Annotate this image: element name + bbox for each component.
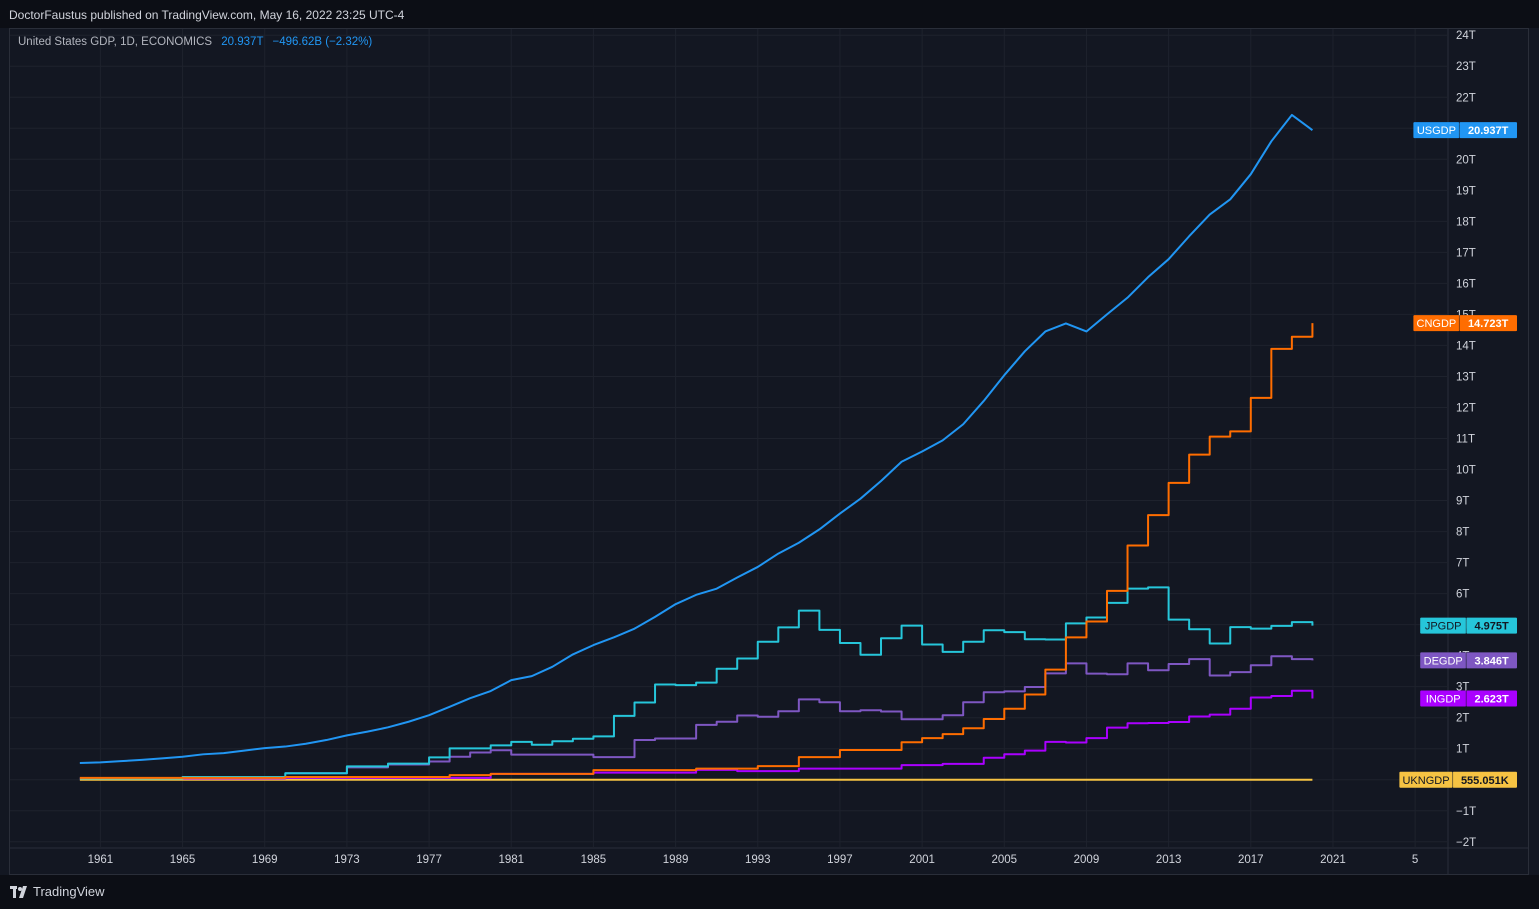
series-line-usgdp: [79, 113, 1314, 764]
footer-bar: TradingView: [0, 875, 1539, 909]
series-layer: [79, 113, 1314, 781]
x-tick-label: 1969: [252, 854, 278, 866]
series-line-jpgdp: [79, 586, 1314, 780]
x-axis: 1961 1965 1969 1973 1977 1981 1985 1989 1993 1997…: [88, 854, 1419, 866]
top-bar: DoctorFaustus published on TradingView.c…: [0, 0, 1539, 28]
series-name-text: DEGDP: [1424, 655, 1463, 667]
y-tick-label: 18T: [1456, 216, 1476, 228]
chart-legend[interactable]: United States GDP, 1D, ECONOMICS 20.937T…: [18, 36, 372, 48]
x-tick-label: 1981: [498, 854, 524, 866]
x-tick-label: 1989: [663, 854, 689, 866]
series-value-text: 2.623T: [1474, 693, 1509, 705]
x-tick-label: 1997: [827, 854, 853, 866]
y-tick-label: 19T: [1456, 185, 1476, 197]
y-tick-label: 13T: [1456, 371, 1476, 383]
y-tick-label: 14T: [1456, 340, 1476, 352]
series-value-badge: [1459, 122, 1517, 139]
chart-grid: [10, 29, 1528, 874]
x-tick-label: 2021: [1320, 854, 1346, 866]
series-value-text: 3.846T: [1474, 655, 1509, 667]
series-line-cngdp: [79, 323, 1314, 779]
y-tick-label: 24T: [1456, 30, 1476, 42]
series-line-ingdp: [79, 689, 1314, 780]
series-value-badge: [1459, 315, 1517, 332]
x-tick-label: 1965: [170, 854, 196, 866]
y-tick-label: 10T: [1456, 465, 1476, 477]
series-value-badge: [1452, 771, 1517, 788]
series-label-cngdp: CNGDP 14.723T: [1413, 315, 1517, 332]
series-value-text: 14.723T: [1468, 318, 1509, 330]
y-tick-label: 9T: [1456, 496, 1469, 508]
y-tick-label: −2T: [1456, 837, 1476, 849]
series-label-ingdp: INGDP 2.623T: [1420, 690, 1517, 707]
publisher-line: DoctorFaustus published on TradingView.c…: [9, 8, 405, 22]
y-tick-label: −1T: [1456, 806, 1476, 818]
series-name-badge: [1420, 617, 1467, 634]
series-value-text: 20.937T: [1468, 125, 1509, 137]
x-tick-label: 2017: [1238, 854, 1264, 866]
series-value-badge: [1466, 690, 1517, 707]
series-name-badge: [1399, 771, 1453, 788]
series-label-degdp: DEGDP 3.846T: [1420, 652, 1517, 669]
series-label-ukngdp: UKNGDP 555.051K: [1399, 771, 1517, 788]
series-name-text: JPGDP: [1425, 621, 1462, 633]
brand-name[interactable]: TradingView: [33, 884, 105, 899]
y-tick-label: 8T: [1456, 527, 1469, 539]
y-tick-label: 22T: [1456, 92, 1476, 104]
series-name-text: UKNGDP: [1402, 775, 1449, 787]
x-tick-label: 1993: [745, 854, 771, 866]
tradingview-logo-icon[interactable]: [10, 885, 30, 899]
x-tick-label: 1977: [416, 854, 442, 866]
x-tick-label: 5: [1412, 854, 1418, 866]
y-tick-label: 2T: [1456, 713, 1469, 725]
x-tick-label: 2013: [1156, 854, 1182, 866]
series-name-text: CNGDP: [1417, 318, 1457, 330]
series-value-text: 4.975T: [1474, 621, 1509, 633]
series-name-badge: [1413, 315, 1460, 332]
x-tick-label: 2005: [991, 854, 1017, 866]
series-value-badge: [1466, 652, 1517, 669]
x-tick-label: 1961: [88, 854, 114, 866]
series-value-badge: [1466, 617, 1517, 634]
y-tick-label: 23T: [1456, 61, 1476, 73]
series-name-badge: [1420, 690, 1467, 707]
chart-frame: [9, 28, 1529, 875]
y-tick-label: 20T: [1456, 154, 1476, 166]
series-name-badge: [1413, 122, 1460, 139]
legend-change: −496.62B (−2.32%): [272, 36, 373, 48]
y-tick-label: 16T: [1456, 278, 1476, 290]
x-tick-label: 1973: [334, 854, 360, 866]
y-tick-label: 1T: [1456, 744, 1469, 756]
y-tick-label: 12T: [1456, 402, 1476, 414]
series-name-text: INGDP: [1426, 693, 1461, 705]
y-axis: 24T23T22T21T20T19T18T17T16T15T14T13T12T1…: [1456, 30, 1476, 849]
x-tick-label: 2009: [1074, 854, 1100, 866]
y-tick-label: 17T: [1456, 247, 1476, 259]
y-tick-label: 11T: [1456, 434, 1475, 446]
y-tick-label: 7T: [1456, 558, 1469, 570]
series-line-degdp: [285, 655, 1314, 775]
series-name-text: USGDP: [1417, 125, 1456, 137]
x-tick-label: 1985: [581, 854, 607, 866]
legend-value: 20.937T: [221, 36, 264, 48]
series-labels: USGDP 20.937T CNGDP 14.723T JPGDP 4.975T DEGDP…: [1399, 122, 1517, 788]
series-value-text: 555.051K: [1461, 775, 1509, 787]
y-tick-label: 6T: [1456, 589, 1469, 601]
series-label-jpgdp: JPGDP 4.975T: [1420, 617, 1517, 634]
legend-symbol: United States GDP, 1D, ECONOMICS: [18, 36, 213, 48]
series-name-badge: [1420, 652, 1467, 669]
series-label-usgdp: USGDP 20.937T: [1413, 122, 1517, 139]
x-tick-label: 2001: [909, 854, 935, 866]
